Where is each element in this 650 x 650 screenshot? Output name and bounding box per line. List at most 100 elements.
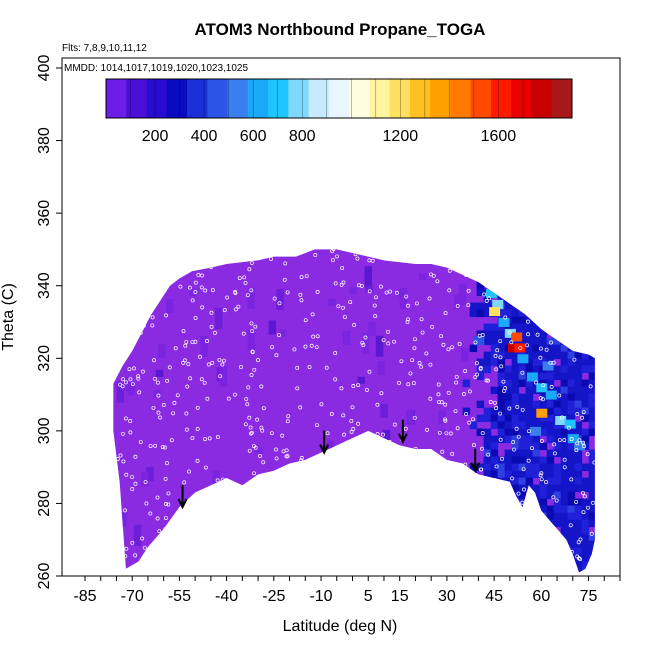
heatmap-cell (567, 288, 576, 297)
sample-point (444, 479, 449, 484)
heatmap-cell (532, 540, 541, 549)
sample-point (122, 328, 127, 333)
heatmap-cell (574, 477, 583, 486)
heatmap-cell (525, 407, 534, 416)
heatmap-cell (497, 337, 506, 346)
sample-point (250, 260, 254, 265)
heatmap-cell-high (536, 408, 548, 418)
sample-point (274, 447, 279, 452)
sample-point (419, 317, 424, 322)
sample-point (256, 358, 260, 363)
heatmap-cell (603, 450, 611, 458)
heatmap-cell (511, 477, 520, 486)
heatmap-cell (153, 390, 162, 398)
sample-point (283, 261, 288, 266)
heatmap-cell (532, 533, 541, 542)
heatmap-cell (581, 351, 590, 360)
heatmap-cell (525, 477, 534, 486)
sample-point (565, 274, 570, 278)
heatmap-cell (539, 498, 548, 507)
sample-point (551, 495, 556, 500)
sample-point (233, 307, 238, 312)
heatmap-cell (596, 555, 604, 563)
sample-point (408, 371, 413, 376)
sample-point (451, 265, 456, 270)
heatmap-cell (490, 281, 499, 290)
sample-point (589, 320, 594, 324)
heatmap-cell (490, 386, 499, 395)
colorbar-swatch (187, 79, 208, 118)
colorbar-tick-label: 600 (240, 128, 267, 145)
sample-point (198, 354, 202, 359)
heatmap-cell (476, 428, 485, 437)
sample-point (421, 486, 426, 491)
sample-point (154, 281, 159, 285)
sample-point (412, 415, 417, 420)
heatmap-cell (553, 267, 562, 276)
sample-point (572, 357, 577, 362)
sample-point (465, 511, 470, 516)
heatmap-cell (469, 477, 478, 486)
sample-point (161, 403, 166, 407)
heatmap-cell (560, 561, 569, 570)
sample-point (430, 324, 435, 329)
heatmap-cell (483, 554, 492, 563)
sample-point (392, 500, 397, 505)
heatmap-cell (596, 436, 604, 444)
heatmap-cell (581, 337, 590, 346)
sample-point (381, 564, 386, 569)
heatmap-cell (415, 567, 423, 573)
sample-point (269, 431, 274, 436)
sample-point (430, 516, 435, 521)
heatmap-cell (504, 561, 513, 570)
sample-point (388, 468, 393, 473)
heatmap-cell (574, 337, 583, 346)
sample-point (397, 536, 402, 541)
heatmap-cell (574, 512, 583, 521)
heatmap-cell-high (545, 390, 557, 400)
heatmap-cell (525, 449, 534, 458)
heatmap-cell (596, 450, 604, 458)
heatmap-cell (476, 484, 485, 493)
sample-point (367, 289, 372, 294)
sample-point (299, 456, 304, 460)
sample-point (252, 444, 256, 449)
heatmap-cell (546, 519, 555, 528)
sample-point (389, 249, 394, 252)
sample-point (190, 511, 195, 516)
heatmap-cell (560, 379, 569, 388)
heatmap-cell (518, 498, 527, 507)
heatmap-cell (525, 554, 534, 563)
heatmap-cell (603, 310, 611, 318)
heatmap-cell (497, 540, 506, 549)
heatmap-cell (596, 457, 604, 465)
sample-point (203, 465, 208, 470)
sample-point (441, 342, 446, 347)
heatmap-cell (476, 372, 485, 381)
sample-point (554, 566, 559, 571)
heatmap-cell (497, 365, 506, 374)
heatmap-cell (588, 477, 595, 486)
heatmap-cell (581, 316, 590, 325)
heatmap-cell (581, 358, 590, 367)
sample-point (140, 369, 145, 374)
sample-point (586, 349, 591, 354)
sample-point (156, 393, 161, 398)
sample-point (424, 351, 429, 356)
heatmap-cell (518, 484, 527, 493)
heatmap-cell (518, 533, 527, 542)
sample-point (500, 272, 505, 277)
heatmap-cell (532, 330, 541, 339)
sample-point (205, 339, 209, 343)
sample-point (199, 377, 204, 382)
sample-point (308, 541, 313, 546)
sample-point (544, 292, 549, 297)
heatmap-cell (574, 449, 583, 458)
sample-point (469, 549, 474, 554)
heatmap-cell (603, 380, 611, 388)
heatmap-cell (553, 470, 562, 479)
sample-point (127, 367, 132, 372)
colorbar-swatch (207, 79, 228, 118)
sample-point (274, 534, 279, 539)
heatmap-cell (278, 329, 287, 337)
